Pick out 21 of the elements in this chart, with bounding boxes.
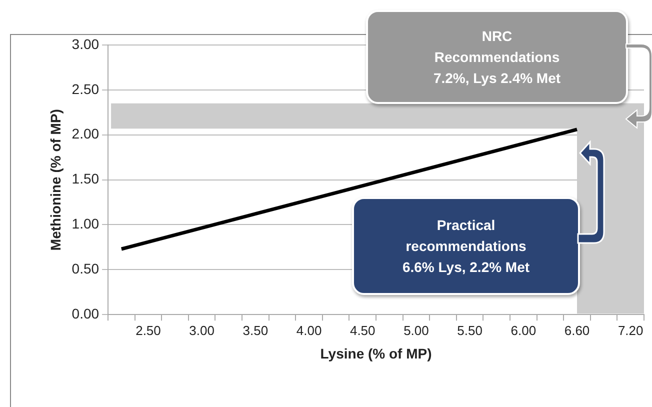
x-axis-title: Lysine (% of MP): [320, 345, 432, 362]
x-tick-label: 4.50: [350, 322, 376, 338]
y-tick-label: 3.00: [72, 36, 100, 52]
x-tick-label: 2.50: [136, 322, 161, 338]
x-tick-label: 6.00: [510, 322, 536, 338]
x-tick-label: 3.50: [242, 322, 268, 338]
x-tick-label: 4.00: [296, 322, 322, 338]
y-tick-label: 0.50: [72, 260, 100, 277]
x-tick-label: 5.00: [404, 322, 429, 338]
y-tick-label: 2.00: [72, 126, 100, 142]
y-tick-label: 2.50: [72, 80, 100, 97]
callout-box: Practical recommendations 6.6% Lys, 2.2% Met: [352, 197, 580, 295]
y-tick-label: 1.50: [72, 170, 100, 187]
y-axis-title: Methionine (% of MP): [47, 109, 64, 251]
y-tick-label: 0.00: [72, 305, 100, 322]
x-tick-label: 6.60: [564, 322, 590, 338]
x-tick-label: 3.00: [189, 322, 214, 338]
callout-box: NRC Recommendations 7.2%, Lys 2.4% Met: [366, 10, 628, 104]
y-tick-label: 1.00: [72, 216, 100, 232]
x-tick-label: 5.50: [457, 322, 482, 338]
x-tick-label: 7.20: [618, 322, 644, 338]
